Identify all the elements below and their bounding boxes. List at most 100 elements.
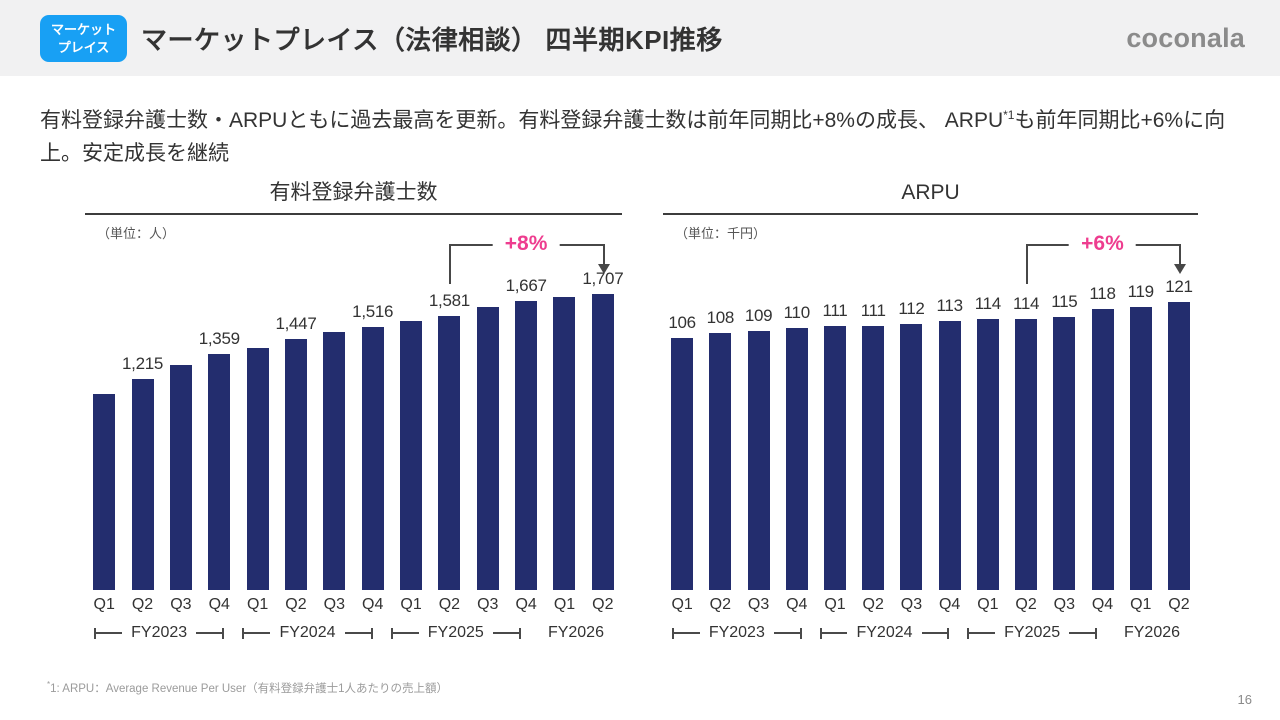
bracket-tick bbox=[370, 627, 373, 639]
bracket-tick bbox=[390, 627, 393, 639]
fiscal-year-group: FY2025 bbox=[382, 624, 530, 642]
bar bbox=[785, 328, 808, 590]
yoy-arrow-stem bbox=[602, 244, 605, 266]
bar bbox=[747, 331, 770, 590]
bar bbox=[1091, 309, 1114, 590]
bar bbox=[169, 365, 192, 590]
fiscal-year-label: FY2023 bbox=[708, 624, 765, 641]
bar bbox=[515, 301, 538, 590]
bar-value-label: 111 bbox=[860, 301, 886, 320]
bar bbox=[361, 327, 384, 590]
bar-value-label: 1,581 bbox=[428, 291, 470, 310]
quarter-label: Q2 bbox=[285, 596, 307, 613]
bracket-line bbox=[392, 632, 419, 634]
bracket-line bbox=[674, 632, 700, 634]
fiscal-year-group: FY2024 bbox=[233, 624, 381, 642]
bar-slot: 1,215 bbox=[122, 250, 164, 590]
x-axis: Q1 Q2 Q3 Q4 Q1 Q2 Q3 Q4 Q1 Q2 Q3 Q4 Q1 Q2 bbox=[85, 596, 622, 614]
bar bbox=[671, 338, 694, 590]
slide-header: マーケット プレイス マーケットプレイス（法律相談） 四半期KPI推移 coco… bbox=[0, 0, 1280, 76]
bar-value-label: 1,447 bbox=[275, 314, 317, 333]
bracket-line bbox=[492, 632, 519, 634]
bar-value-label: 114 bbox=[974, 294, 1002, 313]
bracket-tick bbox=[967, 627, 970, 639]
bracket-line bbox=[969, 632, 996, 634]
fiscal-year-label: FY2026 bbox=[547, 624, 604, 641]
page-title: マーケットプレイス（法律相談） 四半期KPI推移 bbox=[141, 24, 723, 55]
quarter-label: Q1 bbox=[246, 596, 269, 613]
fiscal-year-group: FY2026 bbox=[530, 624, 622, 642]
fiscal-year-group: FY2024 bbox=[811, 624, 959, 642]
fiscal-year-group: FY2026 bbox=[1106, 624, 1198, 642]
fiscal-year-axis: FY2023 FY2024 FY2025 FY2026 bbox=[663, 624, 1198, 642]
bracket-tick bbox=[672, 627, 674, 639]
bar-series: 106 108 109 110 111 111 112 113 114 114 115 118 119 1… bbox=[663, 250, 1198, 590]
bar-slot: 1,667 bbox=[506, 250, 547, 590]
plot-area: 1,215 1,359 1,447 1,516 1,581 1,667 1,707 +8% bbox=[85, 232, 624, 590]
quarter-label: Q3 bbox=[170, 596, 192, 613]
bar-slot bbox=[545, 250, 583, 590]
lead-summary: 有料登録弁護士数・ARPUともに過去最高を更新。有料登録弁護士数は前年同期比+8… bbox=[40, 105, 1232, 171]
bracket-line bbox=[1069, 632, 1095, 634]
fiscal-year-label: FY2026 bbox=[1123, 624, 1181, 641]
bar bbox=[709, 333, 732, 590]
bracket-line bbox=[344, 632, 371, 634]
yoy-bracket-start bbox=[1026, 244, 1029, 284]
bar bbox=[246, 348, 269, 590]
quarter-label: Q1 bbox=[400, 596, 422, 613]
yoy-bracket-start bbox=[449, 244, 452, 284]
quarter-label: Q4 bbox=[1091, 596, 1114, 613]
x-axis: Q1 Q2 Q3 Q4 Q1 Q2 Q3 Q4 Q1 Q2 Q3 Q4 Q1 Q2 bbox=[663, 596, 1198, 614]
fiscal-year-label: FY2024 bbox=[856, 624, 913, 641]
bar-slot: 121 bbox=[1160, 250, 1198, 590]
fiscal-year-group: FY2025 bbox=[958, 624, 1106, 642]
bar-slot: 119 bbox=[1122, 250, 1160, 590]
footnote: *1: ARPU：Average Revenue Per User（有料登録弁護… bbox=[47, 680, 448, 696]
bar-slot: 106 bbox=[663, 250, 701, 590]
fiscal-year-label: FY2024 bbox=[279, 624, 336, 641]
bracket-line bbox=[821, 632, 848, 634]
quarter-label: Q1 bbox=[977, 596, 999, 613]
quarter-label: Q3 bbox=[1053, 596, 1075, 613]
lead-text-2: も前年同期比+6%に向上。安定成長を継続 bbox=[40, 109, 1226, 165]
coconala-logo: coconala bbox=[1126, 22, 1245, 53]
bar bbox=[1015, 319, 1038, 590]
bar-value-label: 110 bbox=[783, 303, 811, 322]
bar bbox=[900, 324, 923, 590]
quarter-label: Q3 bbox=[323, 596, 345, 613]
section-badge-line2: プレイス bbox=[57, 39, 110, 55]
page-number: 16 bbox=[1237, 692, 1252, 707]
quarter-label: Q3 bbox=[477, 596, 499, 613]
bracket-tick bbox=[819, 627, 822, 639]
bar-value-label: 1,215 bbox=[122, 354, 164, 373]
bracket-tick bbox=[799, 627, 802, 639]
quarter-label: Q2 bbox=[862, 596, 884, 613]
quarter-label: Q2 bbox=[709, 596, 731, 613]
bar-value-label: 106 bbox=[668, 313, 696, 332]
fiscal-year-label: FY2023 bbox=[131, 624, 188, 641]
quarter-label: Q2 bbox=[1168, 596, 1190, 613]
bracket-tick bbox=[222, 627, 225, 639]
quarter-label: Q2 bbox=[592, 596, 614, 613]
section-badge: マーケット プレイス bbox=[40, 15, 127, 62]
quarter-label: Q1 bbox=[1130, 596, 1152, 613]
bar bbox=[553, 297, 576, 590]
bar-slot bbox=[469, 250, 507, 590]
bracket-line bbox=[96, 632, 123, 634]
bar-value-label: 119 bbox=[1127, 282, 1155, 301]
bar bbox=[284, 339, 307, 590]
bar bbox=[976, 319, 999, 590]
bar bbox=[591, 294, 614, 590]
bracket-line bbox=[244, 632, 271, 634]
bar-value-label: 115 bbox=[1051, 292, 1078, 311]
bar-slot: 108 bbox=[701, 250, 739, 590]
quarter-label: Q3 bbox=[900, 596, 923, 613]
bar-slot: 111 bbox=[816, 250, 854, 590]
bar-series: 1,215 1,359 1,447 1,516 1,581 1,667 1,707 bbox=[85, 250, 624, 590]
bar bbox=[1167, 302, 1190, 590]
quarter-label: Q2 bbox=[1015, 596, 1037, 613]
footnote-marker: * bbox=[47, 680, 51, 690]
quarter-label: Q4 bbox=[786, 596, 808, 613]
bar-slot: 110 bbox=[778, 250, 816, 590]
chart-title: 有料登録弁護士数 bbox=[85, 180, 622, 215]
